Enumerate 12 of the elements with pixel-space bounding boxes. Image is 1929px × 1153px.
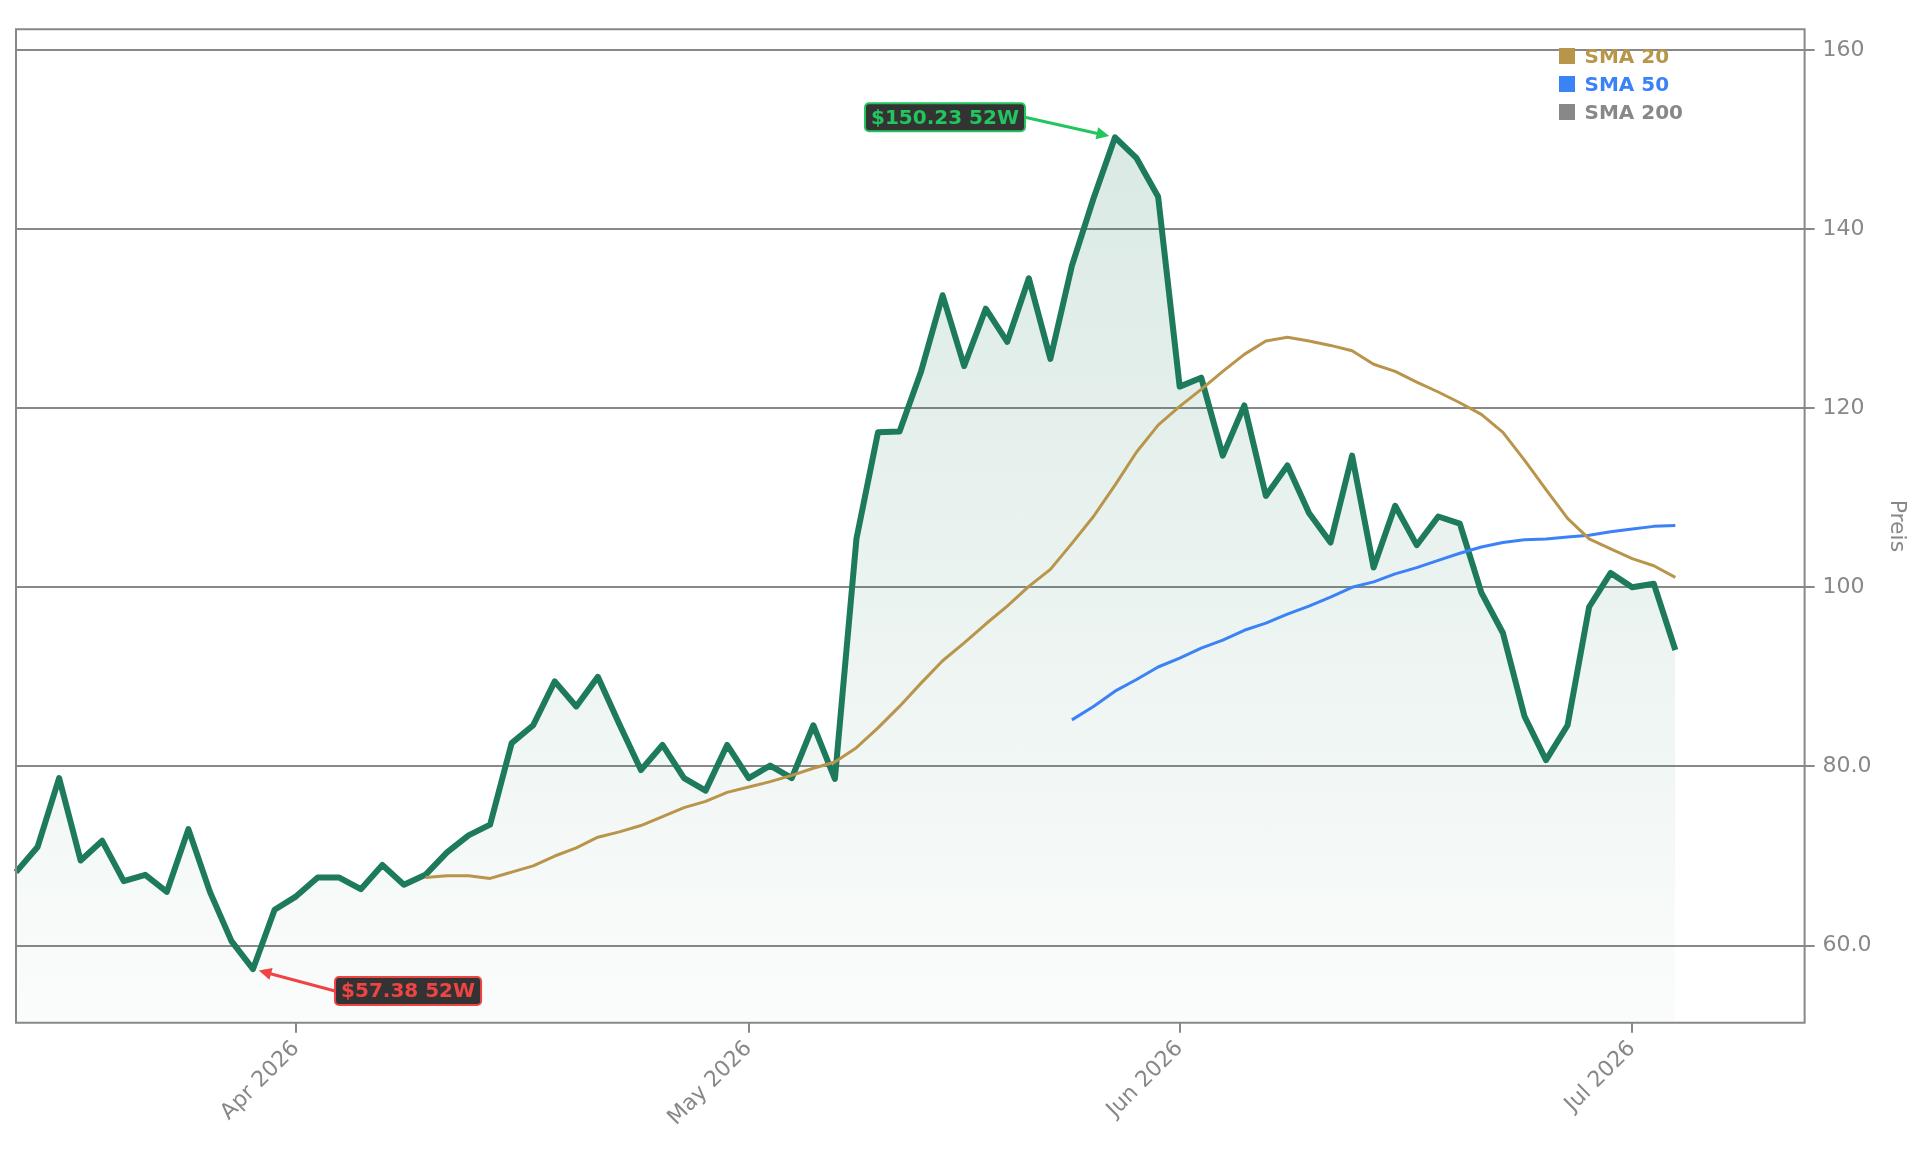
- annotation: $150.23 52W: [871, 104, 1019, 129]
- y-axis-title: Preis: [1886, 499, 1912, 553]
- annotation: $57.38 52W: [341, 978, 476, 1003]
- legend-label: SMA 200: [1584, 100, 1683, 124]
- legend-label: SMA 20: [1584, 44, 1670, 68]
- y-tick-label: 80.0: [1822, 752, 1872, 778]
- legend-label: SMA 50: [1584, 72, 1670, 96]
- y-tick-label: 100: [1822, 573, 1865, 598]
- y-tick-label: 120: [1822, 393, 1865, 419]
- y-tick-label: 60.0: [1822, 931, 1872, 957]
- y-tick-label: 160: [1822, 35, 1865, 61]
- y-tick-label: 140: [1822, 214, 1865, 240]
